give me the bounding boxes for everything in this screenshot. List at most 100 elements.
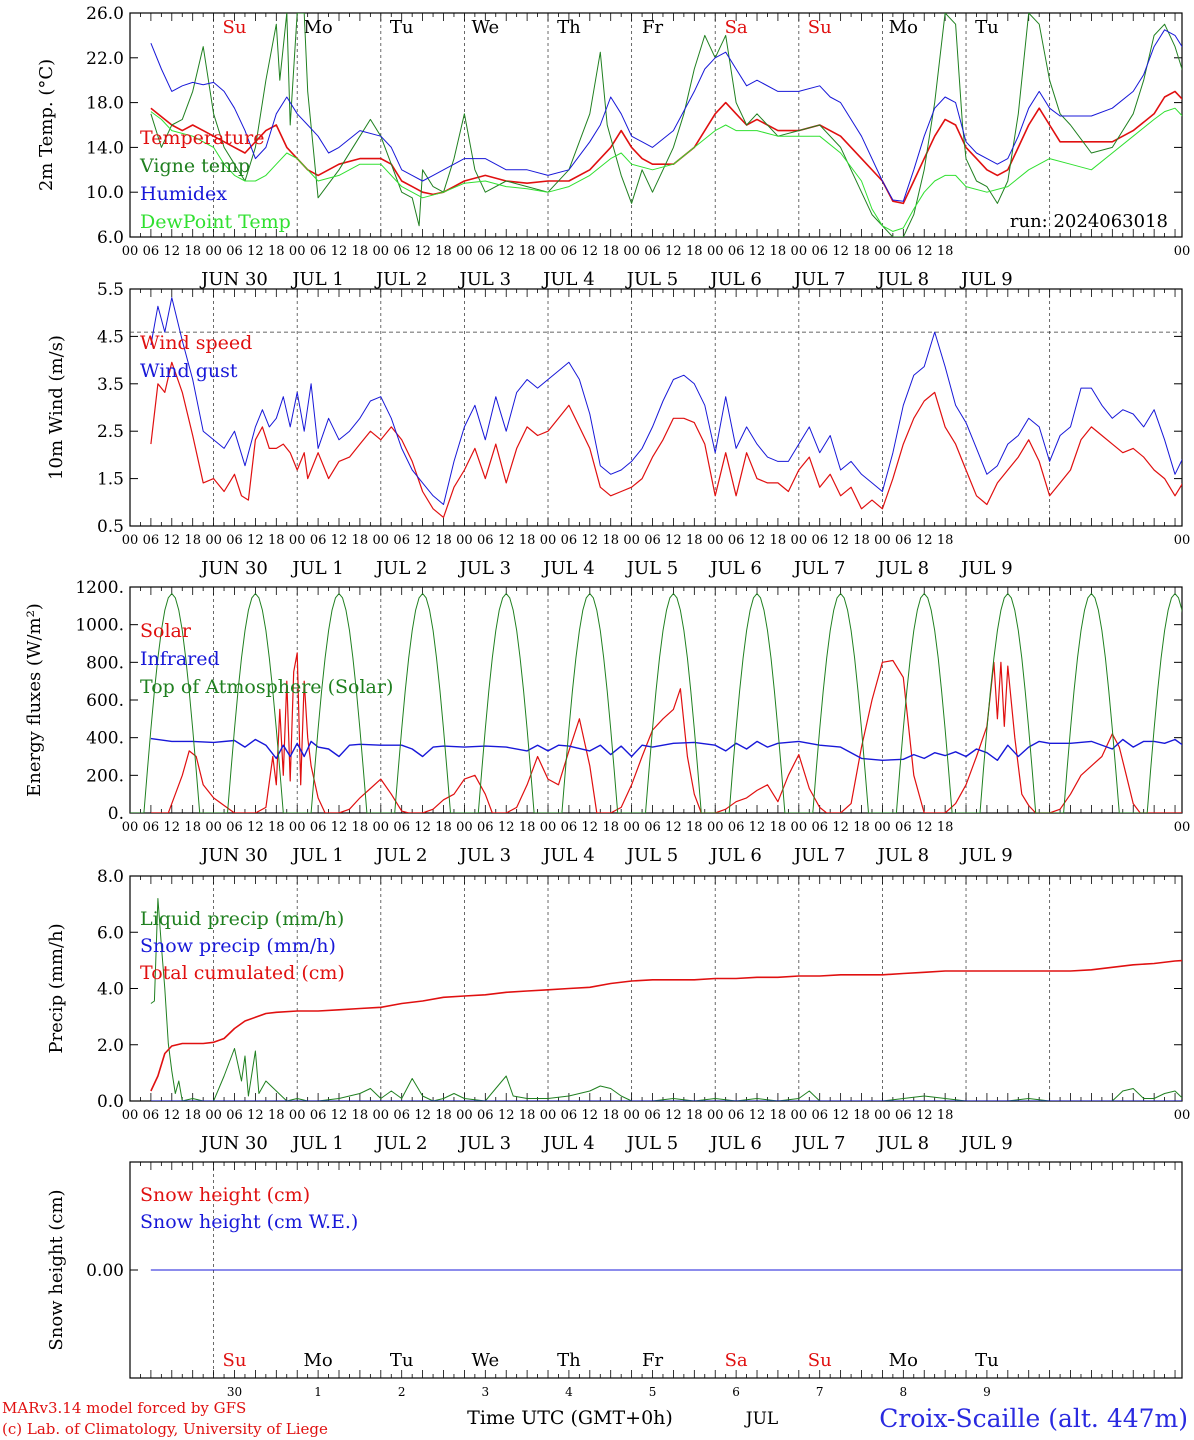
y-tick-label: 6.0 xyxy=(97,923,124,943)
panel-3: 0. 200. 400. 600. 800. 1000. 1200. Energy fluxe… xyxy=(24,578,1191,866)
hour-label: 12 xyxy=(498,533,515,548)
weekday-label: Fr xyxy=(642,17,663,38)
y-tick-label: 800. xyxy=(86,653,124,673)
hour-label: 12 xyxy=(414,533,431,548)
weekday-label: Su xyxy=(808,17,832,38)
hour-label: 00 xyxy=(122,533,139,548)
day-number: 5 xyxy=(649,1385,657,1399)
hour-label: 06 xyxy=(393,1108,410,1123)
day-label: JUL 8 xyxy=(876,558,930,579)
hour-label: 18 xyxy=(435,533,452,548)
hour-label: 18 xyxy=(435,244,452,259)
hour-label: 18 xyxy=(602,244,619,259)
hour-label: 06 xyxy=(644,533,661,548)
hour-label: 12 xyxy=(749,1108,766,1123)
hour-label: 12 xyxy=(582,533,599,548)
day-label: JUL 4 xyxy=(541,845,595,866)
y-tick-label: 6.0 xyxy=(97,228,124,248)
hour-label: 18 xyxy=(853,533,870,548)
hour-label: 12 xyxy=(582,820,599,835)
series-line-dewpoint-temp xyxy=(150,107,1182,232)
series-group xyxy=(150,898,1182,1101)
x-axis-title: Time UTC (GMT+0h) xyxy=(467,1407,673,1429)
weekday-label: Mo xyxy=(303,17,332,38)
hour-label: 18 xyxy=(519,1108,536,1123)
hour-label: 12 xyxy=(414,1108,431,1123)
hour-label: 00 xyxy=(707,1108,724,1123)
day-number: 4 xyxy=(565,1385,573,1399)
hour-label: 06 xyxy=(811,820,828,835)
hour-label: 00 xyxy=(791,820,808,835)
hour-label: 00 xyxy=(205,1108,222,1123)
hour-label: 06 xyxy=(310,820,327,835)
hour-label: 18 xyxy=(435,820,452,835)
hour-label: 12 xyxy=(749,244,766,259)
hour-label: 06 xyxy=(644,820,661,835)
weekday-label: Fr xyxy=(642,1350,663,1371)
y-tick-label: 26.0 xyxy=(86,4,124,24)
hour-label: 18 xyxy=(352,1108,369,1123)
hour-label: 06 xyxy=(310,533,327,548)
month-label: JUL xyxy=(744,1409,778,1429)
weekday-label: Th xyxy=(557,17,581,38)
weekday-label: Th xyxy=(557,1350,581,1371)
hour-label: 12 xyxy=(331,244,348,259)
hour-label: 12 xyxy=(665,820,682,835)
y-tick-label: 22.0 xyxy=(86,49,124,69)
day-label: JUN 30 xyxy=(199,1133,268,1154)
hour-label: 06 xyxy=(561,244,578,259)
hour-label: 00 xyxy=(707,820,724,835)
lab-credit: (c) Lab. of Climatology, University of L… xyxy=(2,1420,328,1438)
hour-label: 00 xyxy=(623,244,640,259)
hour-label: 00 xyxy=(707,244,724,259)
hour-label: 18 xyxy=(937,1108,954,1123)
hour-label: 00 xyxy=(874,533,891,548)
hour-label: 06 xyxy=(728,1108,745,1123)
hour-label: 06 xyxy=(310,1108,327,1123)
hour-label: 00 xyxy=(205,820,222,835)
hour-label: 12 xyxy=(749,533,766,548)
y-tick-label: 8.0 xyxy=(97,867,124,887)
hour-label: 00 xyxy=(540,1108,557,1123)
hour-label: 12 xyxy=(665,244,682,259)
hour-label: 06 xyxy=(644,244,661,259)
day-label: JUN 30 xyxy=(199,845,268,866)
y-tick-label: 0.00 xyxy=(86,1261,124,1281)
day-label: JUL 3 xyxy=(458,269,512,290)
hour-label: 12 xyxy=(414,244,431,259)
hour-label: 18 xyxy=(268,820,285,835)
hour-label: 06 xyxy=(393,244,410,259)
hour-label: 18 xyxy=(184,244,201,259)
hour-label: 00 xyxy=(540,533,557,548)
legend-entry: Wind speed xyxy=(140,332,252,354)
y-tick-label: 0.0 xyxy=(97,1092,124,1112)
hour-label: 12 xyxy=(916,1108,933,1123)
weekday-label: Su xyxy=(223,17,247,38)
y-tick-label: 4.5 xyxy=(97,327,124,347)
hour-label: 18 xyxy=(853,820,870,835)
day-label: JUL 2 xyxy=(374,269,428,290)
hour-label: 12 xyxy=(832,820,849,835)
hour-label: 18 xyxy=(602,1108,619,1123)
plot-frame xyxy=(129,288,1183,527)
hour-label: 06 xyxy=(477,533,494,548)
y-tick-label: 4.0 xyxy=(97,980,124,1000)
hour-label: 06 xyxy=(895,533,912,548)
y-tick-label: 10.0 xyxy=(86,183,124,203)
weekday-label: Su xyxy=(808,1350,832,1371)
hour-label: 12 xyxy=(164,533,181,548)
hour-label: 00 xyxy=(456,244,473,259)
hour-label: 00 xyxy=(623,533,640,548)
day-label: JUL 7 xyxy=(792,558,846,579)
hour-label: 06 xyxy=(477,1108,494,1123)
hour-label: 18 xyxy=(937,244,954,259)
hour-label: 12 xyxy=(164,244,181,259)
series-line-solar xyxy=(150,652,1182,813)
hour-label: 12 xyxy=(247,533,264,548)
hour-label: 18 xyxy=(602,533,619,548)
legend-entry: Vigne temp xyxy=(139,155,250,177)
hour-label: 00 xyxy=(1174,820,1191,835)
hour-label: 12 xyxy=(247,820,264,835)
hour-label: 00 xyxy=(791,244,808,259)
